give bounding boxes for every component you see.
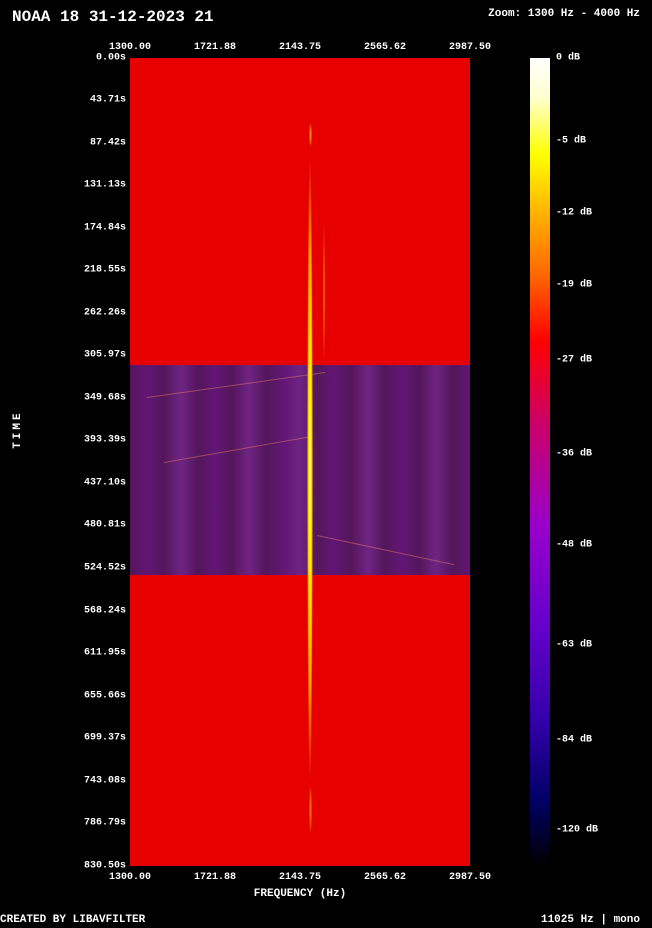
colorbar-tick: -27 dB (556, 355, 592, 366)
colorbar-tick: -12 dB (556, 208, 592, 219)
x-tick-bottom: 2987.50 (449, 872, 491, 883)
y-tick: 305.97s (84, 350, 126, 361)
x-tick-top: 2565.62 (364, 42, 406, 53)
x-tick-bottom: 2143.75 (279, 872, 321, 883)
colorbar-gradient (530, 58, 550, 866)
y-tick: 131.13s (84, 180, 126, 191)
colorbar-tick: -19 dB (556, 280, 592, 291)
y-tick: 699.37s (84, 733, 126, 744)
colorbar-tick: -120 dB (556, 825, 598, 836)
signal-trace (309, 785, 312, 833)
y-tick: 174.84s (84, 223, 126, 234)
signal-trace (307, 155, 313, 785)
footer-credit: CREATED BY LIBAVFILTER (0, 914, 145, 926)
y-tick: 655.66s (84, 691, 126, 702)
y-tick: 611.95s (84, 648, 126, 659)
colorbar-tick: 0 dB (556, 53, 580, 64)
y-tick: 437.10s (84, 478, 126, 489)
footer-format: 11025 Hz | mono (541, 914, 640, 926)
y-tick: 349.68s (84, 393, 126, 404)
y-tick: 524.52s (84, 563, 126, 574)
colorbar-tick: -63 dB (556, 640, 592, 651)
y-tick: 393.39s (84, 435, 126, 446)
colorbar-tick: -36 dB (556, 449, 592, 460)
y-tick: 87.42s (90, 138, 126, 149)
signal-trace (309, 123, 312, 147)
signal-trace-secondary (323, 220, 325, 365)
y-tick: 262.26s (84, 308, 126, 319)
spectrogram-canvas (130, 58, 470, 866)
x-tick-top: 2143.75 (279, 42, 321, 53)
y-tick: 786.79s (84, 818, 126, 829)
y-axis-label: TIME (12, 410, 24, 448)
zoom-label: Zoom: 1300 Hz - 4000 Hz (488, 8, 640, 26)
colorbar-tick: -5 dB (556, 136, 586, 147)
colorbar-tick: -84 dB (556, 735, 592, 746)
x-tick-bottom: 1300.00 (109, 872, 151, 883)
y-tick: 830.50s (84, 861, 126, 872)
colorbar-tick: -48 dB (556, 540, 592, 551)
y-tick: 43.71s (90, 95, 126, 106)
page-title: NOAA 18 31-12-2023 21 (12, 8, 214, 26)
noise-band (130, 365, 470, 575)
x-tick-top: 1721.88 (194, 42, 236, 53)
colorbar (530, 58, 550, 866)
x-tick-top: 2987.50 (449, 42, 491, 53)
x-axis-label: FREQUENCY (Hz) (254, 888, 346, 900)
y-tick: 743.08s (84, 776, 126, 787)
y-tick: 480.81s (84, 520, 126, 531)
x-tick-top: 1300.00 (109, 42, 151, 53)
y-tick: 218.55s (84, 265, 126, 276)
x-tick-bottom: 1721.88 (194, 872, 236, 883)
spectrogram-plot (130, 58, 470, 866)
x-tick-bottom: 2565.62 (364, 872, 406, 883)
y-tick: 0.00s (96, 53, 126, 64)
y-tick: 568.24s (84, 606, 126, 617)
